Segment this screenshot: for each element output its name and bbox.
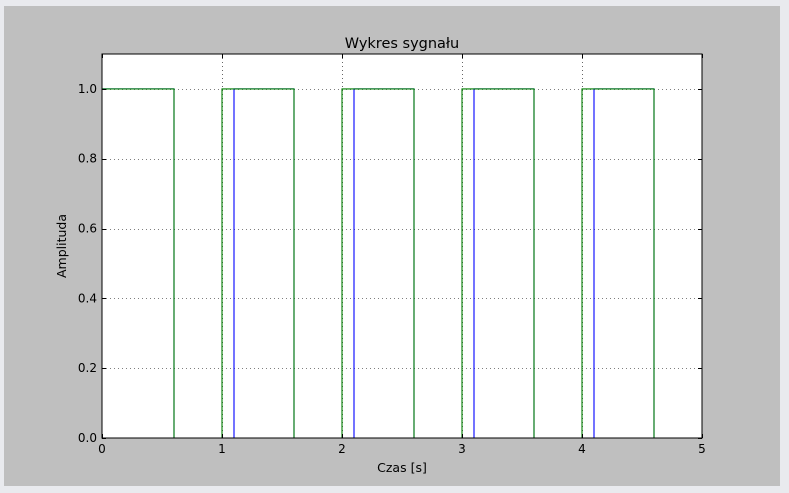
- x-tick-label: 4: [578, 442, 586, 456]
- x-tick-label: 1: [218, 442, 226, 456]
- green-square-wave: [102, 88, 702, 439]
- y-axis-label: Amplituda: [54, 214, 69, 278]
- y-tick-label: 0.4: [78, 291, 97, 305]
- x-tick-label: 3: [458, 442, 466, 456]
- y-tick-label: 1.0: [78, 82, 97, 96]
- ticks: 0 1 2 3 4 5 0.0 0.2 0.4 0.6 0.8 1.0: [78, 54, 706, 456]
- x-tick-label: 2: [338, 442, 346, 456]
- x-axis-label: Czas [s]: [377, 460, 427, 475]
- y-tick-label: 0.2: [78, 361, 97, 375]
- series-group: [102, 88, 702, 439]
- plot-area: [102, 54, 702, 438]
- y-tick-label: 0.0: [78, 431, 97, 445]
- y-tick-label: 0.6: [78, 222, 97, 236]
- y-tick-label: 0.8: [78, 152, 97, 166]
- x-tick-label: 5: [698, 442, 706, 456]
- x-tick-label: 0: [98, 442, 106, 456]
- plot-frame: [101, 53, 703, 439]
- chart-title: Wykres sygnału: [345, 36, 460, 52]
